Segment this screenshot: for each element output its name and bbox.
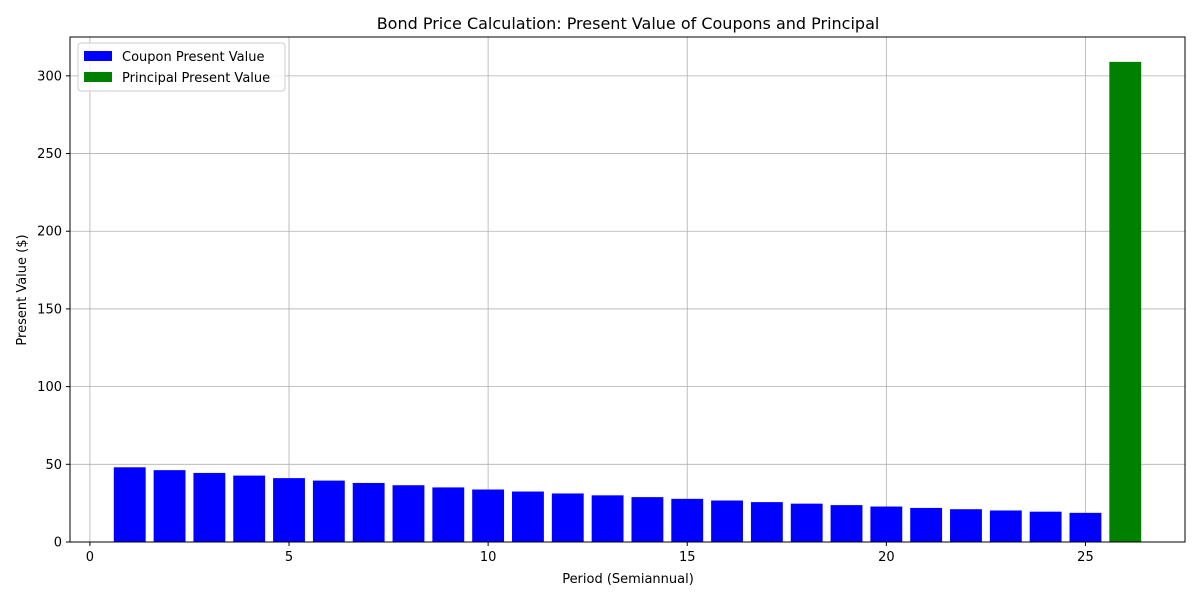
coupon-bar: [312, 480, 345, 542]
y-tick-label: 50: [45, 458, 62, 473]
coupon-bar: [1029, 511, 1062, 542]
coupon-bar: [711, 500, 743, 542]
principal-bar: [1109, 61, 1142, 542]
coupon-bar: [910, 507, 943, 542]
x-tick-label: 15: [679, 550, 696, 565]
coupon-bar: [671, 498, 704, 542]
y-tick-label: 200: [37, 225, 62, 240]
coupon-bar: [392, 485, 425, 542]
coupon-bar: [273, 478, 305, 542]
grid-layer: [70, 37, 1185, 543]
coupon-bar: [512, 491, 544, 542]
coupon-bar: [591, 495, 624, 542]
legend: Coupon Present Value Principal Present Va…: [77, 42, 286, 92]
coupon-bar: [432, 487, 465, 542]
coupon-bar: [750, 502, 783, 542]
y-tick-label: 250: [37, 147, 62, 162]
coupon-bar: [870, 506, 903, 542]
x-tick-label: 0: [86, 550, 94, 565]
x-tick-label: 20: [878, 550, 895, 565]
coupon-bar: [989, 510, 1022, 542]
coupon-bar: [113, 467, 146, 542]
plot-frame: [69, 36, 1186, 543]
x-tick-label: 10: [480, 550, 497, 565]
x-tick-label: 5: [285, 550, 293, 565]
x-tick-label: 25: [1077, 550, 1094, 565]
coupon-bar: [193, 472, 226, 542]
legend-box: [77, 42, 286, 92]
coupon-bar: [352, 482, 385, 542]
coupon-bar: [233, 475, 266, 542]
coupon-bar: [631, 497, 664, 542]
y-tick-label: 0: [54, 536, 62, 551]
coupon-bar: [830, 505, 863, 542]
legend-label: Principal Present Value: [122, 71, 270, 86]
coupon-bar: [790, 503, 823, 542]
legend-label: Coupon Present Value: [122, 50, 264, 65]
legend-swatch: [84, 51, 112, 61]
y-axis-label: Present Value ($): [15, 234, 30, 345]
coupon-bar: [472, 489, 505, 542]
coupon-bar: [153, 470, 186, 542]
y-tick-label: 100: [37, 380, 62, 395]
coupon-bar: [1069, 512, 1102, 542]
y-tick-label: 300: [37, 69, 62, 84]
coupon-bar: [551, 493, 584, 542]
x-axis-label: Period (Semiannual): [562, 572, 694, 587]
bars-layer: [113, 61, 1142, 542]
coupon-bar: [950, 509, 982, 542]
legend-swatch: [84, 72, 112, 82]
y-tick-label: 150: [37, 302, 62, 317]
chart-title: Bond Price Calculation: Present Value of…: [377, 14, 880, 33]
